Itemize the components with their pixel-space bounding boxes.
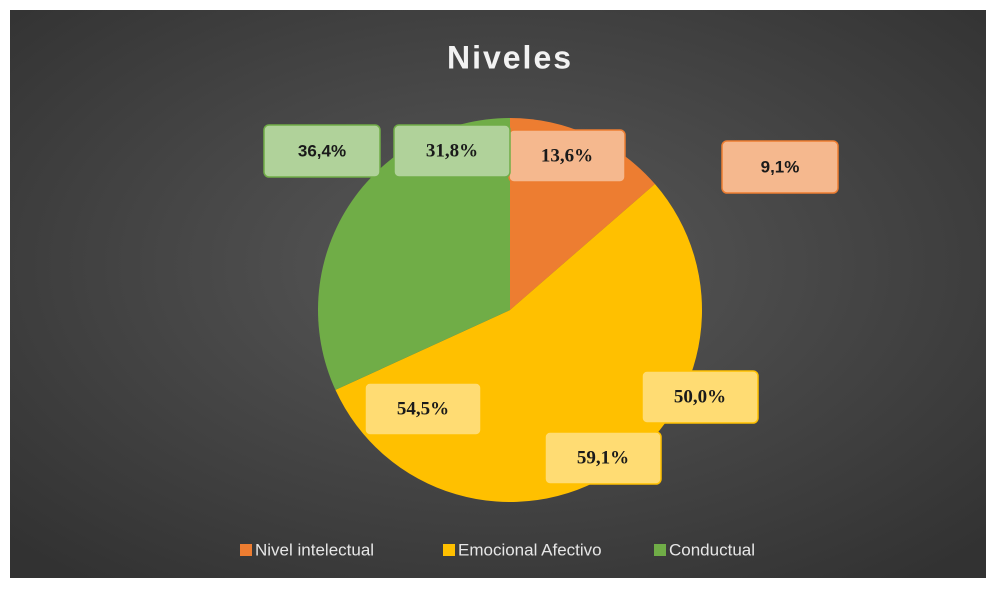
- legend-swatch: [654, 544, 666, 556]
- data-label-box: [393, 124, 511, 178]
- data-label: 54,5%: [397, 398, 449, 419]
- legend-swatch: [443, 544, 455, 556]
- legend: Nivel intelectual Emocional Afectivo Condu…: [240, 540, 755, 559]
- data-label: 31,8%: [426, 140, 478, 161]
- data-label-box: [364, 382, 482, 436]
- data-label: 13,6%: [541, 145, 593, 166]
- data-label: 9,1%: [761, 157, 800, 176]
- legend-label: Nivel intelectual: [255, 540, 374, 559]
- legend-label: Conductual: [669, 540, 755, 559]
- data-labels: 13,6% 54,5% 31,8% 9,1% 59,1% 50,0% 36,4%: [263, 124, 839, 485]
- legend-label: Emocional Afectivo: [458, 540, 602, 559]
- data-label-box: [263, 124, 381, 178]
- chart-title: Niveles: [447, 39, 573, 75]
- data-label: 36,4%: [298, 141, 346, 160]
- data-label: 59,1%: [577, 447, 629, 468]
- data-label: 50,0%: [674, 386, 726, 407]
- data-label-box: [641, 370, 759, 424]
- data-label-box: [544, 431, 662, 485]
- data-label-box: [721, 140, 839, 194]
- pie-slice: [318, 118, 510, 390]
- legend-swatch: [240, 544, 252, 556]
